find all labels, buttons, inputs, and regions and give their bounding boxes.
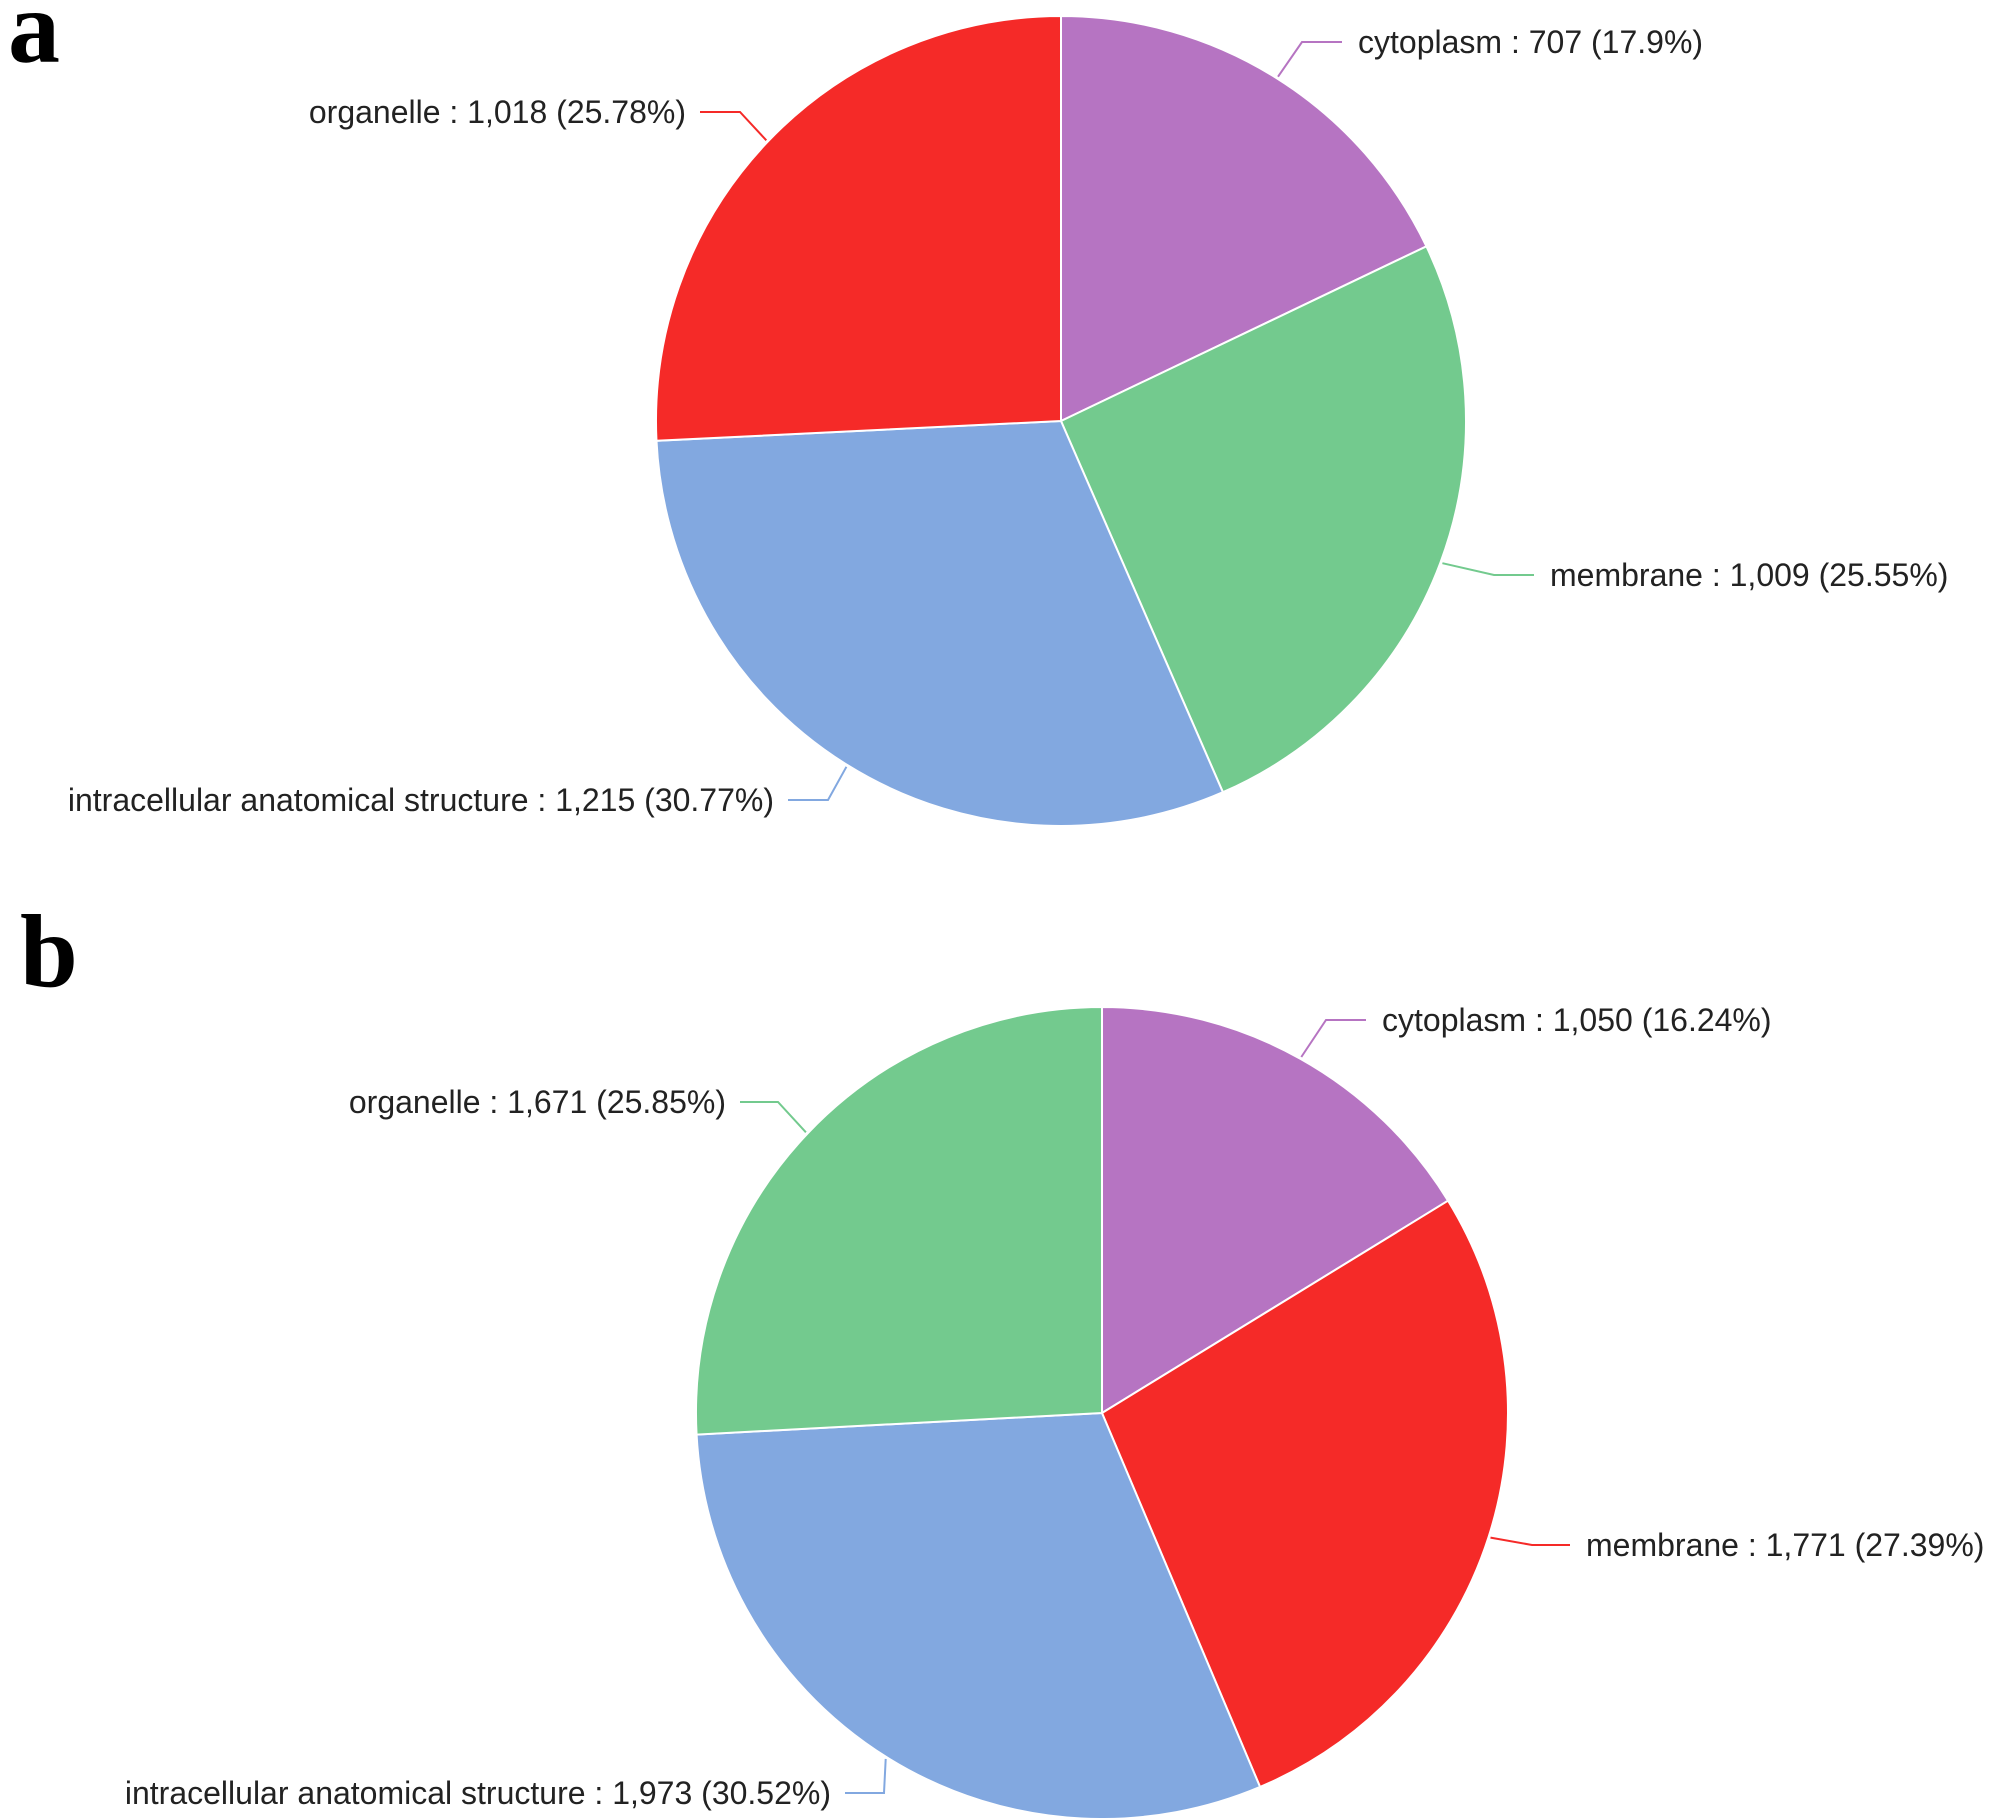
- leader-line-cytoplasm: [1277, 41, 1342, 78]
- slice-label-cytoplasm: cytoplasm : 707 (17.9%): [1358, 24, 1703, 60]
- pie-chart-a: a cytoplasm : 707 (17.9%) membrane : 1,00…: [8, 0, 1949, 827]
- leader-line-intracellular-anatomical-structure: [845, 1758, 887, 1794]
- leader-line-membrane: [1490, 1536, 1570, 1546]
- leader-line-organelle: [700, 111, 768, 141]
- pie-chart-b: b cytoplasm : 1,050 (16.24%) membrane : 1…: [20, 894, 1984, 1818]
- slice-labels-b: cytoplasm : 1,050 (16.24%) membrane : 1,7…: [125, 1002, 1985, 1811]
- leader-line-membrane: [1442, 562, 1534, 576]
- slice-label-intracellular-anatomical-structure: intracellular anatomical structure : 1,9…: [125, 1775, 831, 1811]
- pie-slice-membrane: [1100, 1199, 1509, 1789]
- slice-label-membrane: membrane : 1,009 (25.55%): [1550, 557, 1948, 593]
- leader-line-organelle: [740, 1101, 807, 1133]
- pie-slice-cytoplasm: [1101, 1005, 1450, 1415]
- leader-lines-a: [700, 41, 1534, 801]
- pie-slice-organelle: [695, 1005, 1103, 1436]
- slice-label-membrane: membrane : 1,771 (27.39%): [1586, 1527, 1984, 1563]
- slice-label-cytoplasm: cytoplasm : 1,050 (16.24%): [1382, 1002, 1772, 1038]
- slices-a: [655, 14, 1467, 827]
- slice-labels-a: cytoplasm : 707 (17.9%) membrane : 1,009 …: [68, 24, 1949, 818]
- leader-line-intracellular-anatomical-structure: [788, 766, 848, 801]
- pie-slice-intracellular-anatomical-structure: [655, 419, 1225, 827]
- pie-slice-organelle: [655, 14, 1062, 442]
- pie-slice-membrane: [1059, 245, 1467, 794]
- pie-slice-cytoplasm: [1060, 14, 1428, 423]
- panel-label-b: b: [20, 894, 78, 1009]
- slice-label-organelle: organelle : 1,671 (25.85%): [349, 1084, 726, 1120]
- slice-label-intracellular-anatomical-structure: intracellular anatomical structure : 1,2…: [68, 782, 774, 818]
- panel-label-a: a: [8, 0, 60, 85]
- leader-line-cytoplasm: [1300, 1019, 1366, 1058]
- leader-lines-b: [740, 1019, 1570, 1794]
- slice-label-organelle: organelle : 1,018 (25.78%): [309, 94, 686, 130]
- slices-b: [695, 1005, 1509, 1818]
- pie-slice-intracellular-anatomical-structure: [695, 1411, 1262, 1818]
